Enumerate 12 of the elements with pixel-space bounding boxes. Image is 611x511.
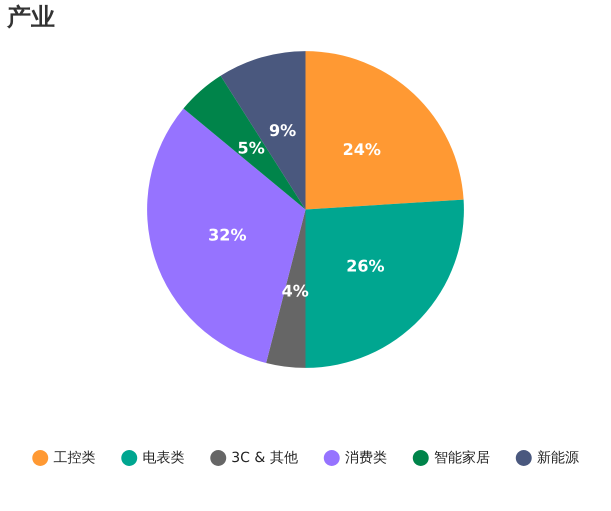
legend-label: 工控类 — [53, 450, 96, 466]
data-label: 24% — [342, 140, 381, 160]
data-label: 5% — [238, 138, 265, 158]
legend-label: 电表类 — [142, 450, 184, 466]
data-label: 26% — [346, 256, 385, 276]
chart-title: 产业 — [6, 3, 55, 31]
legend-label: 新能源 — [536, 450, 579, 466]
legend-label: 智能家居 — [434, 450, 490, 466]
data-label: 32% — [208, 225, 246, 244]
legend-label: 3C & 其他 — [231, 450, 298, 466]
data-label: 9% — [268, 121, 296, 140]
legend-label: 消费类 — [344, 450, 387, 466]
